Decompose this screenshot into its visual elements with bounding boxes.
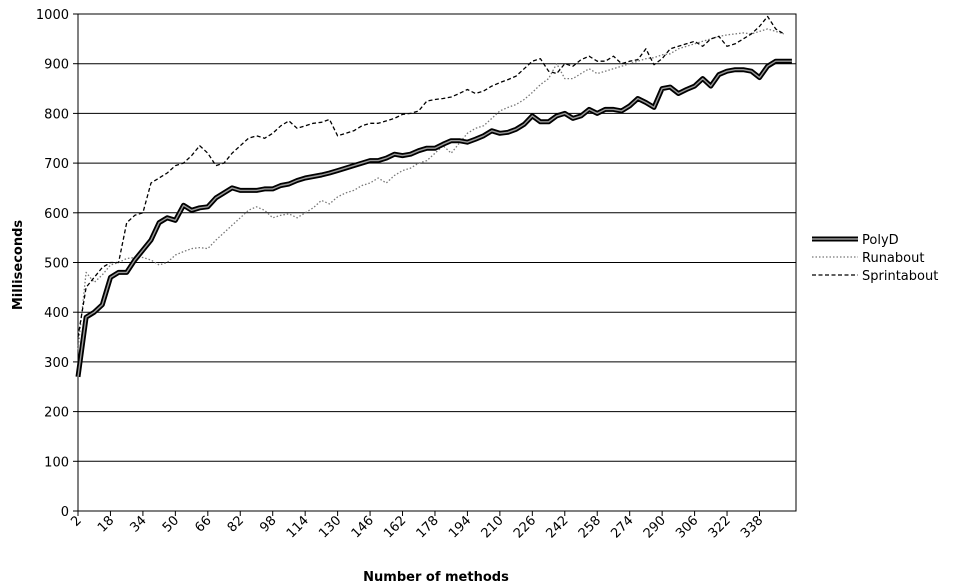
y-tick-label: 900 [44,58,69,73]
series-line-sprintabout [77,15,785,338]
x-axis-title: Number of methods [363,570,509,585]
y-axis-title: Milliseconds [11,220,26,311]
y-tick-label: 700 [44,157,69,172]
y-tick-label: 600 [44,207,69,222]
legend: PolyD Runabout Sprintabout [812,233,938,284]
y-tick-label: 500 [44,257,69,272]
legend-label-polyd: PolyD [862,233,899,248]
y-tick-label: 0 [61,505,69,520]
y-tick-label: 800 [44,107,69,122]
y-tick-label: 100 [44,455,69,470]
legend-label-runabout: Runabout [862,251,924,266]
series-line-runabout [77,28,784,350]
y-tick-label: 400 [44,306,69,321]
y-axis-ticks: 0 100 200 300 400 500 600 700 800 900 1000 [36,8,78,520]
legend-label-sprintabout: Sprintabout [862,269,938,284]
y-tick-label: 300 [44,356,69,371]
series-lines [75,15,792,378]
y-tick-label: 1000 [36,8,69,23]
series-line-polyd [77,60,792,377]
y-tick-label: 200 [44,406,69,421]
